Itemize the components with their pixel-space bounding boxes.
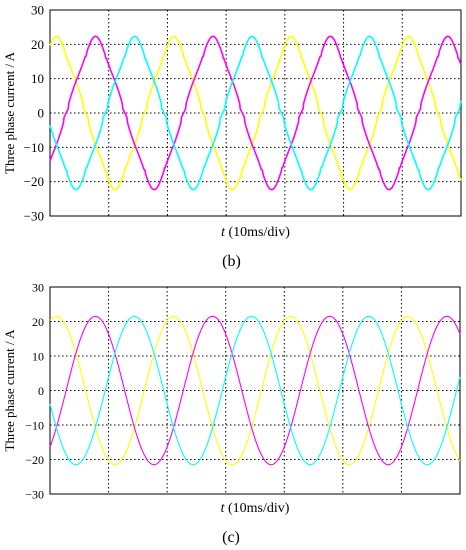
x-axis-label: t (10ms/div)	[221, 501, 290, 516]
series-group	[49, 35, 462, 191]
y-tick-label: 10	[32, 350, 44, 364]
series-line	[49, 35, 462, 191]
y-tick-labels: 30 20 10 0 −10 −20 −30	[24, 3, 44, 224]
x-axis-variable: t	[221, 501, 226, 516]
series-line	[49, 35, 462, 191]
y-tick-label: −30	[25, 488, 44, 502]
panel-label-c: (c)	[222, 529, 240, 546]
series-group	[49, 315, 461, 466]
y-axis-label: Three phase current / A	[2, 329, 17, 452]
x-axis-unit: (10ms/div)	[225, 225, 290, 240]
y-tick-label: 0	[38, 384, 44, 398]
y-tick-label: −10	[25, 419, 44, 433]
series-line	[49, 315, 461, 466]
y-tick-label: 30	[31, 3, 44, 18]
y-tick-label: −20	[24, 174, 44, 189]
y-tick-label: 20	[31, 37, 44, 52]
panel-label-b: (b)	[222, 253, 241, 270]
chart-panel-b: 30 20 10 0 −10 −20 −30 Three phase current / A…	[2, 3, 462, 270]
chart-panel-c: 30 20 10 0 −10 −20 −30 Three phase current / A…	[2, 281, 461, 546]
y-tick-label: −30	[24, 209, 44, 224]
x-axis-unit: (10ms/div)	[224, 501, 289, 516]
series-line	[49, 315, 461, 466]
y-tick-label: 0	[38, 106, 45, 121]
grid-lines	[50, 10, 461, 216]
y-tick-label: −10	[24, 140, 44, 155]
y-tick-label: 20	[32, 315, 44, 329]
series-line	[49, 315, 461, 466]
x-axis-variable: t	[221, 225, 226, 240]
y-tick-label: 30	[32, 281, 44, 295]
y-axis-label: Three phase current / A	[2, 51, 17, 174]
y-tick-label: −20	[25, 453, 44, 467]
y-tick-labels: 30 20 10 0 −10 −20 −30	[25, 281, 44, 502]
y-tick-label: 10	[31, 71, 44, 86]
x-axis-label: t (10ms/div)	[221, 225, 290, 240]
series-line	[49, 35, 462, 191]
